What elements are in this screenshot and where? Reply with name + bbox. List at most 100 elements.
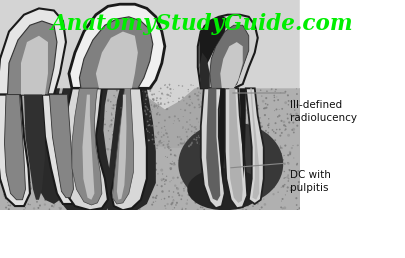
Point xyxy=(188,147,195,151)
Point xyxy=(255,167,262,171)
Point xyxy=(279,206,286,211)
Point xyxy=(54,109,61,113)
Point xyxy=(181,141,188,145)
Point xyxy=(110,205,116,209)
Point xyxy=(266,121,272,125)
Point xyxy=(142,108,148,112)
Point xyxy=(58,127,64,131)
Point xyxy=(164,143,171,147)
Point xyxy=(95,189,102,193)
Point xyxy=(226,141,232,145)
Point xyxy=(123,187,130,191)
Point xyxy=(178,142,185,146)
Point xyxy=(237,131,244,135)
Point xyxy=(71,196,77,200)
Point xyxy=(155,101,162,105)
Point xyxy=(4,87,11,92)
Point xyxy=(100,184,107,188)
Point xyxy=(154,183,160,187)
Polygon shape xyxy=(240,88,246,179)
Point xyxy=(177,126,183,130)
Point xyxy=(13,94,19,98)
Point xyxy=(213,98,219,102)
Point xyxy=(45,98,51,102)
Point xyxy=(50,88,57,92)
Point xyxy=(134,195,141,199)
Point xyxy=(281,206,288,210)
Point xyxy=(200,157,206,161)
Point xyxy=(147,113,153,117)
Point xyxy=(61,155,68,159)
Point xyxy=(100,117,107,121)
Point xyxy=(259,154,266,158)
Point xyxy=(246,104,252,108)
Point xyxy=(201,159,208,163)
Point xyxy=(131,118,138,122)
Point xyxy=(249,121,255,125)
Point xyxy=(45,154,51,158)
Point xyxy=(9,157,16,161)
Point xyxy=(222,124,228,128)
Point xyxy=(14,192,20,196)
Point xyxy=(97,146,104,150)
Point xyxy=(209,104,215,108)
Point xyxy=(272,131,279,135)
Point xyxy=(105,99,111,103)
Point xyxy=(198,152,204,156)
Point xyxy=(202,112,208,116)
Point xyxy=(125,152,131,156)
Point xyxy=(44,193,50,197)
Point xyxy=(164,202,171,206)
Point xyxy=(14,158,20,162)
Point xyxy=(247,163,253,167)
Point xyxy=(272,89,278,93)
Point xyxy=(237,141,244,145)
Point xyxy=(232,132,239,136)
Point xyxy=(40,174,47,178)
Point xyxy=(25,184,32,188)
Point xyxy=(163,174,170,178)
Point xyxy=(281,120,287,124)
Point xyxy=(124,119,130,124)
Point xyxy=(172,124,178,128)
Point xyxy=(137,207,143,211)
Point xyxy=(149,137,156,141)
Point xyxy=(122,120,129,124)
Point xyxy=(249,146,256,150)
Point xyxy=(150,97,157,101)
Point xyxy=(169,195,176,199)
Point xyxy=(295,169,302,173)
Point xyxy=(194,208,201,212)
Point xyxy=(234,99,241,103)
Point xyxy=(170,99,176,103)
Point xyxy=(148,147,154,151)
Point xyxy=(181,128,187,132)
Point xyxy=(191,91,197,95)
Point xyxy=(32,150,38,154)
Point xyxy=(149,112,156,116)
Point xyxy=(49,104,56,108)
Point xyxy=(223,164,230,168)
Point xyxy=(290,115,297,119)
Point xyxy=(46,207,53,211)
Point xyxy=(225,119,231,124)
Point xyxy=(199,106,206,110)
Point xyxy=(120,119,126,123)
Point xyxy=(94,94,100,98)
Point xyxy=(238,102,244,106)
Point xyxy=(196,135,203,139)
Point xyxy=(166,84,173,88)
Point xyxy=(47,140,53,144)
Point xyxy=(32,150,39,154)
Point xyxy=(290,156,297,160)
Point xyxy=(38,181,44,185)
Point xyxy=(175,84,182,88)
Point xyxy=(134,159,140,163)
Point xyxy=(138,186,144,190)
Point xyxy=(279,197,286,201)
Point xyxy=(200,140,206,144)
Point xyxy=(156,89,162,93)
Point xyxy=(223,188,230,192)
Point xyxy=(96,93,102,97)
Point xyxy=(257,138,264,142)
